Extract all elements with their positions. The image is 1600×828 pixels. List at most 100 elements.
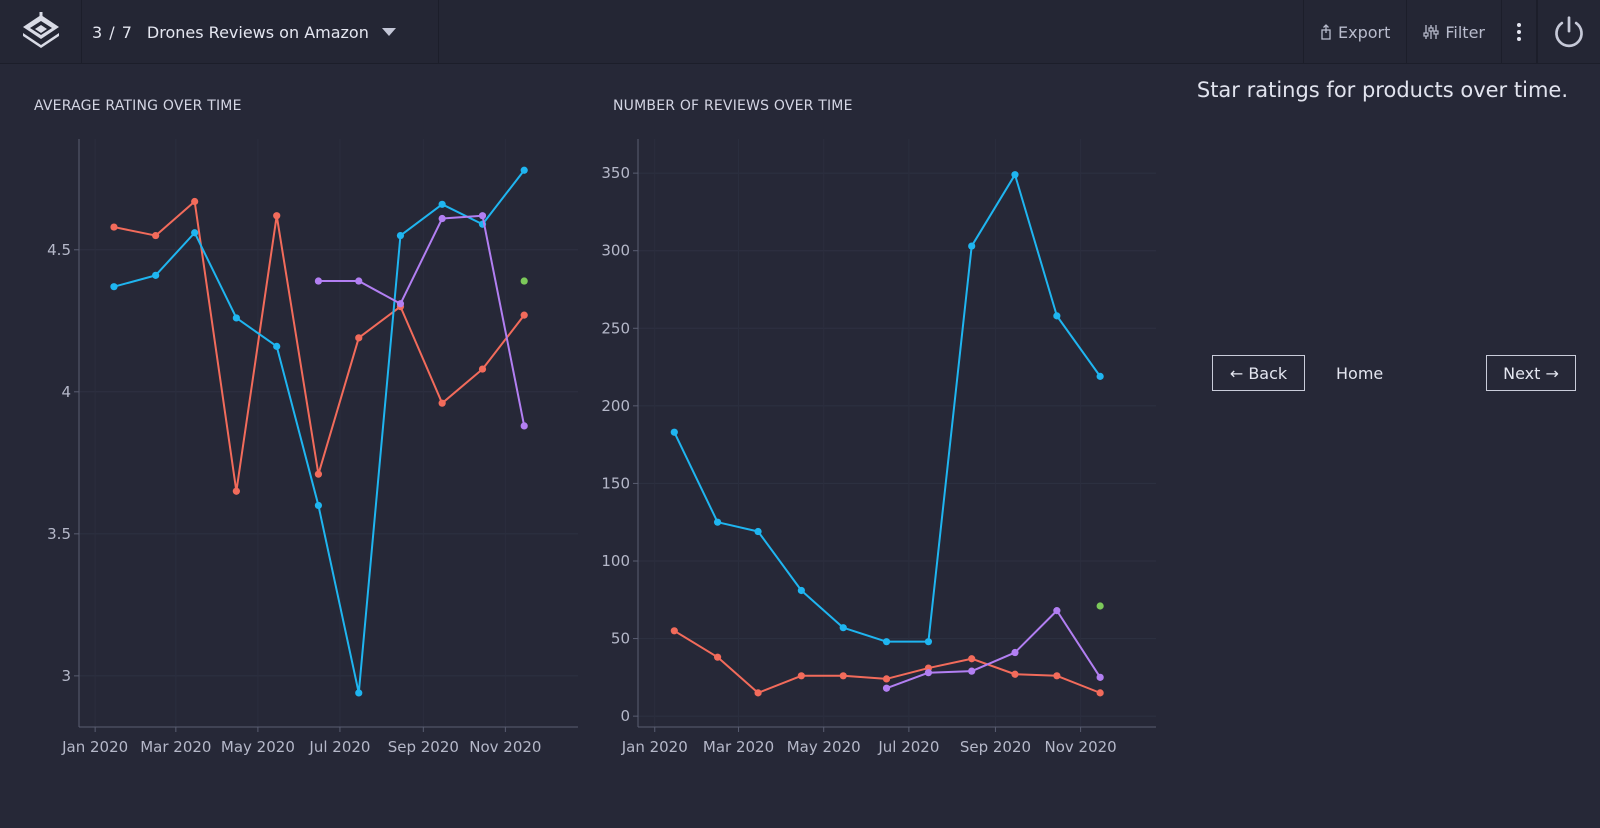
filter-label: Filter xyxy=(1445,22,1485,42)
data-point xyxy=(478,212,487,220)
data-point xyxy=(670,428,678,436)
y-tick-label: 3.5 xyxy=(47,525,71,543)
filter-sliders-icon xyxy=(1423,25,1439,39)
data-point xyxy=(968,667,976,675)
data-point xyxy=(754,527,762,536)
more-vertical-icon xyxy=(1517,23,1521,41)
data-point xyxy=(355,277,363,285)
data-point xyxy=(1053,312,1061,320)
series-line-2 xyxy=(318,214,526,427)
y-tick-label: 200 xyxy=(601,397,630,415)
data-point xyxy=(1053,672,1061,680)
data-point xyxy=(355,689,363,697)
data-point xyxy=(1011,670,1019,678)
logo-icon xyxy=(22,12,59,48)
x-tick-label: Jan 2020 xyxy=(61,738,128,756)
x-tick-label: May 2020 xyxy=(221,738,295,756)
x-tick-label: Jul 2020 xyxy=(877,738,939,756)
data-point xyxy=(1096,602,1104,610)
data-point xyxy=(754,689,762,697)
data-point xyxy=(924,669,933,677)
data-point xyxy=(152,231,160,240)
data-point xyxy=(520,166,528,174)
data-point xyxy=(396,300,405,308)
y-tick-label: 3 xyxy=(61,667,71,685)
export-icon xyxy=(1321,24,1331,40)
data-point xyxy=(396,231,405,240)
top-actions: Export Filter xyxy=(1303,0,1600,64)
data-point xyxy=(1053,607,1061,615)
data-point xyxy=(520,277,528,285)
data-point xyxy=(839,672,847,680)
data-point xyxy=(882,638,891,646)
data-point xyxy=(314,277,323,285)
presentation-title-bar: 3 / 7 Drones Reviews on Amazon xyxy=(82,0,439,64)
data-point xyxy=(232,314,240,322)
data-point xyxy=(1096,689,1104,697)
x-tick-label: Sep 2020 xyxy=(960,738,1031,756)
data-point xyxy=(110,223,118,231)
data-point xyxy=(1011,648,1019,657)
data-point xyxy=(478,365,487,373)
slide-counter: 3 / 7 xyxy=(92,22,133,42)
x-tick-label: Sep 2020 xyxy=(388,738,459,756)
data-point xyxy=(713,653,722,661)
data-point xyxy=(355,334,363,342)
data-point xyxy=(314,470,323,478)
data-point xyxy=(1011,171,1019,179)
x-tick-label: Nov 2020 xyxy=(1044,738,1116,756)
data-point xyxy=(882,684,891,692)
data-point xyxy=(1096,372,1104,380)
y-tick-label: 100 xyxy=(601,552,630,570)
data-point xyxy=(968,655,976,663)
x-tick-label: Mar 2020 xyxy=(703,738,774,756)
data-point xyxy=(670,627,678,635)
data-point xyxy=(882,675,891,683)
y-tick-label: 150 xyxy=(601,474,630,492)
data-point xyxy=(314,501,323,510)
export-button[interactable]: Export xyxy=(1303,0,1406,64)
x-tick-label: Mar 2020 xyxy=(140,738,211,756)
power-icon xyxy=(1555,16,1583,48)
data-point xyxy=(968,242,976,250)
x-tick-label: Jan 2020 xyxy=(621,738,688,756)
export-label: Export xyxy=(1338,22,1391,42)
power-button[interactable] xyxy=(1536,0,1600,64)
data-point xyxy=(191,229,199,237)
y-tick-label: 50 xyxy=(611,630,630,648)
data-point xyxy=(438,399,446,407)
data-point xyxy=(839,624,847,632)
y-tick-label: 350 xyxy=(601,164,630,182)
top-bar: 3 / 7 Drones Reviews on Amazon Export xyxy=(0,0,1600,64)
next-button[interactable]: Next → xyxy=(1486,355,1576,391)
data-point xyxy=(110,283,118,291)
chevron-down-icon[interactable] xyxy=(381,27,397,37)
data-point xyxy=(273,342,281,350)
x-tick-label: Jul 2020 xyxy=(308,738,370,756)
x-tick-label: May 2020 xyxy=(787,738,861,756)
data-point xyxy=(438,200,446,208)
data-point xyxy=(1096,673,1104,681)
reviews-chart-title: NUMBER OF REVIEWS OVER TIME xyxy=(613,98,853,114)
rating-chart-title: AVERAGE RATING OVER TIME xyxy=(34,98,242,114)
data-point xyxy=(713,518,722,526)
y-tick-label: 4 xyxy=(61,383,71,401)
data-point xyxy=(438,214,446,223)
y-tick-label: 250 xyxy=(601,319,630,337)
x-tick-label: Nov 2020 xyxy=(469,738,541,756)
data-point xyxy=(520,422,528,430)
series-line-2 xyxy=(886,609,1101,690)
number-of-reviews-chart: 0 50 100 150 200 250 300 350 Jan 2020 Mar 2020 May… xyxy=(601,139,1156,756)
more-options-button[interactable] xyxy=(1501,0,1536,64)
data-point xyxy=(232,487,240,495)
slide-description: Star ratings for products over time. xyxy=(1196,78,1568,102)
average-rating-chart: 3 3.5 4 4.5 Jan 2020 Mar 2020 May 2020 Jul 2020… xyxy=(47,139,578,756)
y-tick-label: 300 xyxy=(601,242,630,260)
y-tick-label: 0 xyxy=(620,707,630,725)
logo[interactable] xyxy=(0,0,82,64)
home-link[interactable]: Home xyxy=(1336,363,1384,383)
data-point xyxy=(152,271,160,279)
back-button[interactable]: ← Back xyxy=(1212,355,1305,391)
data-point xyxy=(797,586,805,595)
filter-button[interactable]: Filter xyxy=(1406,0,1501,64)
